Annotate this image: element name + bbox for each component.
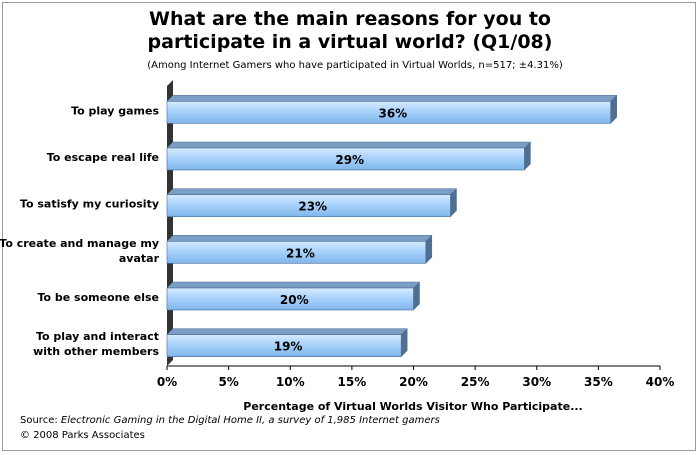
bars-group xyxy=(166,94,618,358)
category-label: To be someone else xyxy=(37,291,159,304)
bar xyxy=(166,188,458,218)
x-axis: 0% 5% 10% 15% 20% 25% 30% 35% 40% xyxy=(157,365,675,389)
x-tick-label: 25% xyxy=(461,375,490,389)
x-tick-label: 0% xyxy=(157,375,177,389)
data-label: 20% xyxy=(280,293,309,307)
x-tick-label: 10% xyxy=(276,375,305,389)
labels-group: 36% To play games 29% To escape real life 23… xyxy=(0,104,407,358)
category-label: To escape real life xyxy=(47,151,159,164)
category-label: To satisfy my curiosity xyxy=(20,198,159,211)
source-title: Electronic Gaming in the Digital Home II… xyxy=(60,415,440,426)
data-label: 29% xyxy=(335,153,364,167)
x-tick-label: 30% xyxy=(522,375,551,389)
data-label: 21% xyxy=(286,246,315,260)
bar xyxy=(166,281,421,311)
data-label: 36% xyxy=(378,106,407,120)
x-tick-label: 20% xyxy=(399,375,428,389)
x-tick-label: 40% xyxy=(646,375,675,389)
x-tick-label: 15% xyxy=(338,375,367,389)
category-label: To create and manage my avatar xyxy=(0,237,160,265)
category-label: To play and interact with other members xyxy=(33,330,159,358)
x-tick-label: 5% xyxy=(218,375,238,389)
chart-subtitle: (Among Internet Gamers who have particip… xyxy=(147,60,563,71)
source-prefix: Source: xyxy=(20,415,58,426)
bar xyxy=(166,328,408,358)
x-axis-title: Percentage of Virtual Worlds Visitor Who… xyxy=(243,400,582,413)
chart-frame xyxy=(2,2,696,451)
bar xyxy=(166,94,618,124)
data-label: 19% xyxy=(274,340,303,354)
category-label: To play games xyxy=(71,104,159,117)
chart-title: What are the main reasons for you to par… xyxy=(147,8,553,53)
bar xyxy=(166,234,433,264)
copyright-note: © 2008 Parks Associates xyxy=(20,430,145,441)
source-note: Source: Electronic Gaming in the Digital… xyxy=(20,415,440,426)
data-label: 23% xyxy=(298,200,327,214)
x-tick-label: 35% xyxy=(584,375,613,389)
bar xyxy=(166,141,532,171)
